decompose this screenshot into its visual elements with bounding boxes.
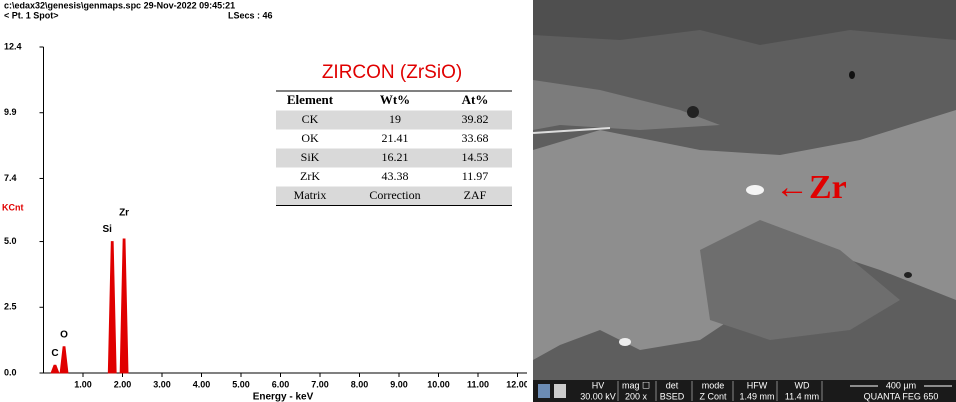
table-stripe [276, 186, 512, 206]
y-tick-label: 5.0 [4, 236, 17, 246]
y-tick-label: 9.9 [4, 107, 17, 117]
pore [904, 272, 912, 278]
table-cell: 19 [389, 112, 401, 126]
table-cell: CK [302, 112, 319, 126]
header: LSecs : 46 [228, 10, 273, 20]
x-tick-label: 12.00 [506, 379, 529, 389]
x-tick-label: 5.00 [232, 379, 250, 389]
x-tick-label: 9.00 [390, 379, 408, 389]
info-label: det [666, 380, 679, 390]
table-header: Wt% [380, 92, 410, 107]
peak-label: Zr [119, 208, 129, 219]
grain [619, 338, 631, 346]
y-tick-label: 2.5 [4, 302, 17, 312]
peak [119, 238, 129, 374]
peak [50, 364, 60, 374]
sem-phase [700, 220, 900, 340]
table-cell: ZAF [464, 188, 487, 202]
instrument: QUANTA FEG 650 [864, 391, 939, 401]
table-cell: Correction [369, 188, 420, 202]
table-cell: 43.38 [382, 169, 409, 183]
peak-label: C [51, 348, 58, 359]
table-cell: Matrix [294, 188, 327, 202]
header: c:\edax32\genesis\genmaps.spc 29-Nov-202… [4, 0, 235, 10]
table-cell: 11.97 [462, 169, 489, 183]
pore [849, 71, 855, 79]
info-label: WD [795, 380, 810, 390]
table-cell: OK [301, 131, 319, 145]
x-tick-label: 4.00 [193, 379, 211, 389]
y-tick-label: 7.4 [4, 173, 17, 183]
x-tick-label: 3.00 [153, 379, 171, 389]
table-header: At% [462, 92, 489, 107]
peak-label: Si [103, 224, 113, 235]
icon [538, 384, 550, 398]
peak [59, 346, 69, 374]
y-axis-label: KCnt [2, 202, 24, 212]
info-value: 11.4 mm [785, 391, 819, 401]
table-cell: 21.41 [382, 131, 409, 145]
icon [554, 384, 566, 398]
x-tick-label: 2.00 [114, 379, 132, 389]
table-header: Element [287, 92, 334, 107]
peak [107, 241, 117, 374]
x-tick-label: 10.00 [427, 379, 450, 389]
scale-bar-label: 400 µm [886, 380, 916, 390]
table-cell: ZrK [300, 169, 320, 183]
annotation: ←Zr [775, 169, 847, 206]
info-label: mag ☐ [622, 380, 650, 390]
x-tick-label: 6.00 [272, 379, 290, 389]
x-tick-label: 8.00 [351, 379, 369, 389]
x-tick-label: 1.00 [74, 379, 92, 389]
sem-phase [533, 0, 956, 45]
scratch [532, 127, 611, 134]
info-value: 30.00 kV [580, 391, 616, 401]
info-value: 1.49 mm [739, 391, 774, 401]
x-axis-label: Energy - keV [253, 392, 314, 402]
x-tick-label: 11.00 [467, 379, 489, 389]
table-cell: 39.82 [462, 112, 489, 126]
info-label: mode [702, 380, 725, 390]
sem-phase [533, 80, 720, 130]
table-title: ZIRCON (ZrSiO) [322, 62, 462, 83]
table-stripe [276, 110, 512, 130]
info-label: HV [592, 380, 605, 390]
info-label: HFW [747, 380, 768, 390]
pore [687, 106, 699, 118]
table-cell: SiK [301, 150, 320, 164]
y-tick-label: 12.4 [4, 41, 22, 51]
table-cell: 33.68 [462, 131, 489, 145]
zr-grain [746, 185, 764, 195]
table-cell: 16.21 [382, 150, 409, 164]
table-cell: 14.53 [462, 150, 489, 164]
info-value: Z Cont [699, 391, 727, 401]
info-value: 200 x [625, 391, 648, 401]
table-stripe [276, 148, 512, 168]
y-tick-label: 0.0 [4, 367, 17, 377]
header: < Pt. 1 Spot> [4, 10, 59, 20]
spectrum-panel: c:\edax32\genesis\genmaps.spc 29-Nov-202… [2, 0, 529, 402]
x-tick-label: 7.00 [311, 379, 329, 389]
info-value: BSED [660, 391, 685, 401]
peak-label: O [60, 329, 68, 340]
